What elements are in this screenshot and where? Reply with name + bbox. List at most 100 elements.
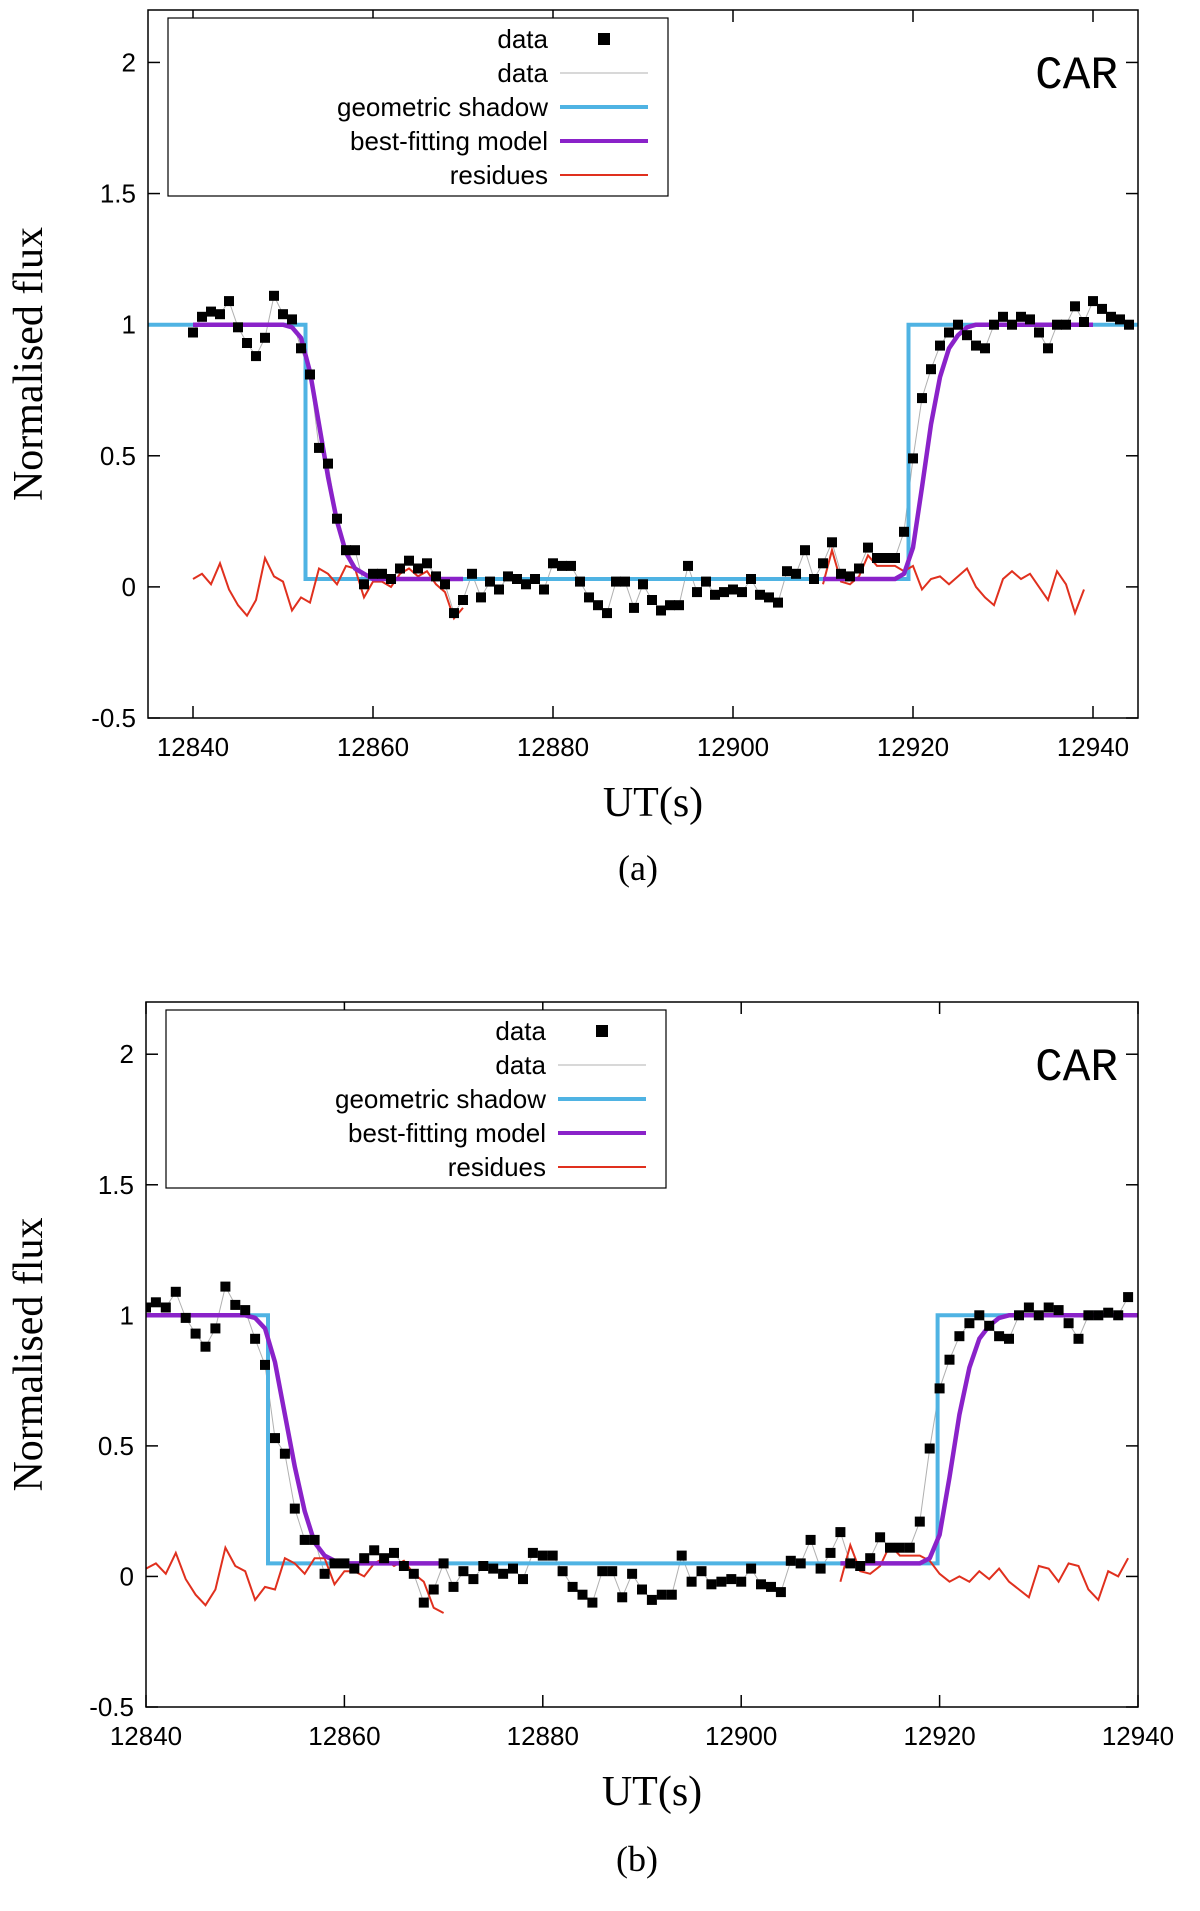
data-point (567, 1581, 578, 1592)
y-axis-title: Normalised flux (6, 1217, 52, 1491)
data-point (386, 574, 396, 584)
data-point (686, 1576, 697, 1587)
data-point (270, 1433, 280, 1444)
data-point (914, 1516, 925, 1527)
data-point (597, 1566, 608, 1577)
x-tick-label: 12840 (110, 1721, 182, 1751)
data-point (379, 1553, 390, 1564)
data-point (1123, 1292, 1134, 1303)
panel-caption: (a) (618, 848, 658, 888)
data-point (908, 453, 918, 464)
data-point (1103, 1307, 1114, 1318)
data-point (485, 576, 495, 587)
data-point (953, 319, 963, 330)
y-tick-label: 0.5 (98, 1431, 134, 1461)
data-point (1070, 301, 1080, 312)
data-point (408, 1568, 419, 1579)
data-point (865, 1553, 876, 1564)
data-point (422, 558, 432, 569)
data-point (954, 1331, 965, 1342)
x-tick-label: 12940 (1057, 732, 1129, 762)
legend-label: geometric shadow (335, 1084, 546, 1114)
data-point (215, 309, 225, 320)
data-point (548, 558, 558, 569)
data-point (197, 311, 207, 322)
data-point (389, 1547, 399, 1558)
data-point (1124, 319, 1134, 330)
data-point (350, 545, 360, 556)
best-fitting-model-line (840, 1313, 1138, 1566)
y-tick-label: 2 (120, 1039, 134, 1069)
plot-area (146, 1281, 1138, 1614)
data-point (607, 1566, 618, 1577)
data-point (764, 592, 774, 603)
data-point (1004, 1333, 1014, 1344)
data-point (587, 1597, 598, 1608)
data-point (756, 1579, 766, 1590)
data-point (885, 1542, 895, 1553)
data-point (627, 1568, 638, 1579)
legend-label: best-fitting model (348, 1118, 546, 1148)
x-tick-label: 12880 (517, 732, 589, 762)
data-point (611, 576, 621, 587)
data-point (785, 1555, 796, 1566)
data-point (305, 369, 315, 380)
data-point (845, 571, 855, 582)
legend-label: best-fitting model (350, 126, 548, 156)
legend-label: geometric shadow (337, 92, 548, 122)
data-point (468, 1574, 479, 1585)
best-fitting-model-line (146, 1313, 444, 1566)
geometric-shadow-line (146, 1313, 1138, 1566)
data-point (944, 327, 954, 338)
data-point (530, 574, 540, 584)
data-point (602, 608, 612, 619)
plot-area (148, 290, 1138, 621)
data-point (508, 1563, 518, 1574)
data-point (637, 1584, 647, 1595)
data-point (646, 1594, 657, 1605)
x-tick-label: 12900 (705, 1721, 777, 1751)
data-point (746, 574, 756, 584)
data-point (476, 592, 486, 603)
data-point (527, 1547, 538, 1558)
data-point (498, 1568, 509, 1579)
y-tick-label: 1.5 (98, 1170, 134, 1200)
y-tick-label: 0 (120, 1561, 134, 1591)
y-tick-label: 1 (122, 310, 136, 340)
data-point (539, 584, 549, 595)
data-point (647, 595, 657, 605)
data-point (478, 1561, 489, 1571)
data-point (557, 560, 567, 571)
data-point (289, 1503, 300, 1514)
x-tick-label: 12920 (903, 1721, 975, 1751)
data-point (1052, 319, 1062, 330)
data-point (1016, 311, 1026, 322)
data-point (368, 568, 378, 579)
data-point (296, 343, 306, 354)
x-axis-title: UT(s) (602, 1769, 702, 1815)
data-point (620, 576, 630, 587)
data-point (150, 1297, 161, 1308)
data-point (518, 1574, 528, 1585)
data-point (782, 566, 792, 577)
data-point (180, 1312, 191, 1323)
data-point (974, 1310, 985, 1321)
data-point (458, 595, 468, 605)
data-point (674, 600, 684, 611)
data-point (512, 574, 522, 584)
data-point (904, 1542, 915, 1553)
data-point (683, 560, 693, 571)
data-point (638, 579, 648, 590)
x-tick-label: 12860 (308, 1721, 380, 1751)
data-point (805, 1534, 816, 1545)
data-point (260, 1359, 270, 1370)
data-point (319, 1568, 330, 1579)
data-point (855, 1561, 866, 1571)
data-point (656, 1589, 667, 1600)
data-point (309, 1534, 320, 1545)
data-point (980, 343, 990, 354)
data-point (1025, 314, 1035, 325)
data-point (369, 1545, 380, 1556)
data-point (692, 587, 702, 598)
data-point (934, 1383, 945, 1394)
